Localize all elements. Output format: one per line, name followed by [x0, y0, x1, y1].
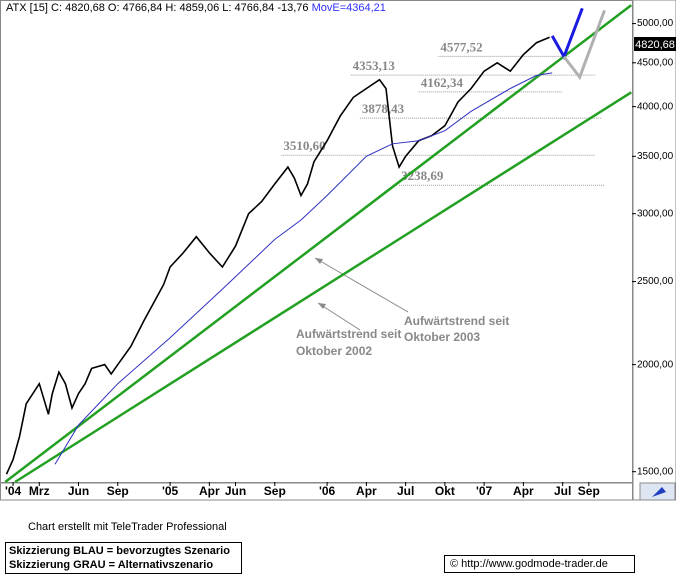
y-tick-label: 5000,00 — [637, 18, 674, 29]
y-tick-label: 4500,00 — [637, 57, 674, 68]
level-label: 4353,13 — [353, 58, 396, 73]
last-price-box — [634, 37, 676, 51]
level-label: 3878,43 — [362, 101, 405, 116]
x-tick-label: Jul — [397, 484, 414, 498]
tool-icon-glyph — [652, 487, 666, 497]
y-tick-label: 2000,00 — [637, 359, 674, 370]
plot-area — [0, 0, 633, 483]
last-price: 4820,68 — [635, 39, 675, 51]
header-text: ATX [15] C: 4820,68 O: 4766,84 H: 4859,0… — [6, 2, 309, 14]
legend-blue: Skizzierung BLAU = bevorzugtes Szenario — [9, 545, 230, 557]
source: © http://www.godmode-trader.de — [450, 558, 608, 570]
x-tick-label: '06 — [319, 484, 336, 498]
level-label: 4577,52 — [440, 39, 482, 54]
level-label: 4162,34 — [421, 75, 464, 90]
x-tick-label: Sep — [578, 484, 600, 498]
level-label: 3510,60 — [283, 138, 325, 153]
x-tick-label: Jul — [554, 484, 571, 498]
y-tick-label: 4000,00 — [637, 101, 674, 112]
x-tick-label: Apr — [356, 484, 377, 498]
scenario-line — [562, 9, 606, 81]
x-tick-label: Apr — [199, 484, 220, 498]
legend-gray: Skizzierung GRAU = Alternativszenario — [9, 559, 213, 571]
y-axis-panel — [632, 0, 676, 501]
x-tick-label: Mrz — [29, 484, 50, 498]
annotation: Aufwärtstrend seit — [404, 314, 509, 328]
x-tick-label: Sep — [107, 484, 129, 498]
x-tick-label: Apr — [513, 484, 534, 498]
y-tick-label: 3500,00 — [637, 151, 674, 162]
x-tick-label: Sep — [264, 484, 286, 498]
series-line — [5, 36, 550, 475]
legend-box — [5, 542, 242, 574]
x-tick-label: '07 — [476, 484, 493, 498]
y-tick-label: 1500,00 — [637, 466, 674, 477]
annotation: Oktober 2002 — [296, 344, 372, 358]
annotation: Aufwärtstrend seit — [296, 327, 401, 341]
annotation-arrow — [317, 302, 361, 331]
arrowhead — [318, 303, 326, 309]
x-tick-label: '04 — [5, 484, 22, 498]
x-tick-label: Jun — [68, 484, 89, 498]
annotation: Oktober 2003 — [404, 330, 480, 344]
source-box — [444, 555, 635, 573]
annotation-arrow — [314, 257, 409, 313]
trendline — [14, 91, 632, 484]
x-axis-panel — [0, 482, 633, 501]
trendline — [4, 4, 633, 483]
footer: Chart erstellt mit TeleTrader Profession… — [28, 521, 227, 533]
header: ATX [15] C: 4820,68 O: 4766,84 H: 4859,0… — [6, 2, 386, 14]
series-line — [54, 72, 553, 465]
y-tick-label: 2500,00 — [637, 276, 674, 287]
arrowhead — [315, 258, 323, 264]
x-tick-label: Jun — [225, 484, 246, 498]
header-ma: MovE=4364,21 — [312, 2, 386, 14]
y-tick-label: 3000,00 — [637, 208, 674, 219]
x-tick-label: Okt — [435, 484, 455, 498]
x-tick-label: '05 — [162, 484, 179, 498]
